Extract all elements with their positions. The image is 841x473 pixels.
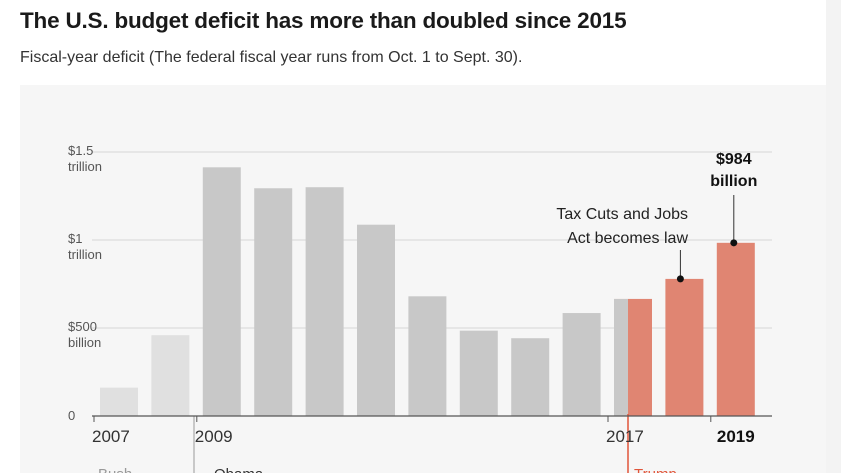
callout-dot	[730, 239, 738, 247]
era-label-bush: Bush	[98, 466, 132, 473]
chart-subtitle: Fiscal-year deficit (The federal fiscal …	[20, 49, 523, 66]
annotation-dot	[676, 275, 684, 283]
bar-2009	[202, 167, 241, 416]
x-tick-label: 2019	[717, 427, 755, 446]
bar-2008	[151, 335, 190, 416]
bar-2017-obama-part	[614, 298, 628, 416]
y-tick-label: $1	[68, 231, 82, 246]
x-tick-label: 2017	[606, 427, 644, 446]
x-tick-label: 2007	[92, 427, 130, 446]
y-tick-label-unit: trillion	[68, 247, 102, 262]
callout-unit: billion	[710, 173, 757, 190]
chart-title: The U.S. budget deficit has more than do…	[20, 8, 627, 33]
y-tick-label: $500	[68, 319, 97, 334]
bar-2014	[459, 330, 498, 416]
bar-2013	[408, 296, 447, 416]
page-edge-strip	[826, 0, 841, 473]
bar-2019	[716, 242, 755, 416]
y-tick-label: 0	[68, 408, 75, 423]
x-tick-label: 2009	[195, 427, 233, 446]
era-label-trump: Trump	[634, 466, 677, 473]
bar-2011	[305, 187, 344, 416]
era-label-obama: Obama	[214, 466, 264, 473]
bar-2007	[100, 387, 138, 416]
y-tick-label-unit: billion	[68, 335, 101, 350]
y-tick-label-unit: trillion	[68, 159, 102, 174]
bar-2012	[357, 224, 395, 416]
bar-2015	[511, 338, 550, 416]
bar-2010	[254, 188, 293, 416]
bar-2017-trump-part	[628, 298, 652, 416]
callout-value: $984	[716, 151, 752, 168]
y-tick-label: $1.5	[68, 143, 93, 158]
annotation-text: Act becomes law	[567, 230, 688, 247]
bar-2016	[562, 313, 601, 416]
annotation-text: Tax Cuts and Jobs	[556, 206, 688, 223]
bar-2018	[665, 278, 704, 416]
